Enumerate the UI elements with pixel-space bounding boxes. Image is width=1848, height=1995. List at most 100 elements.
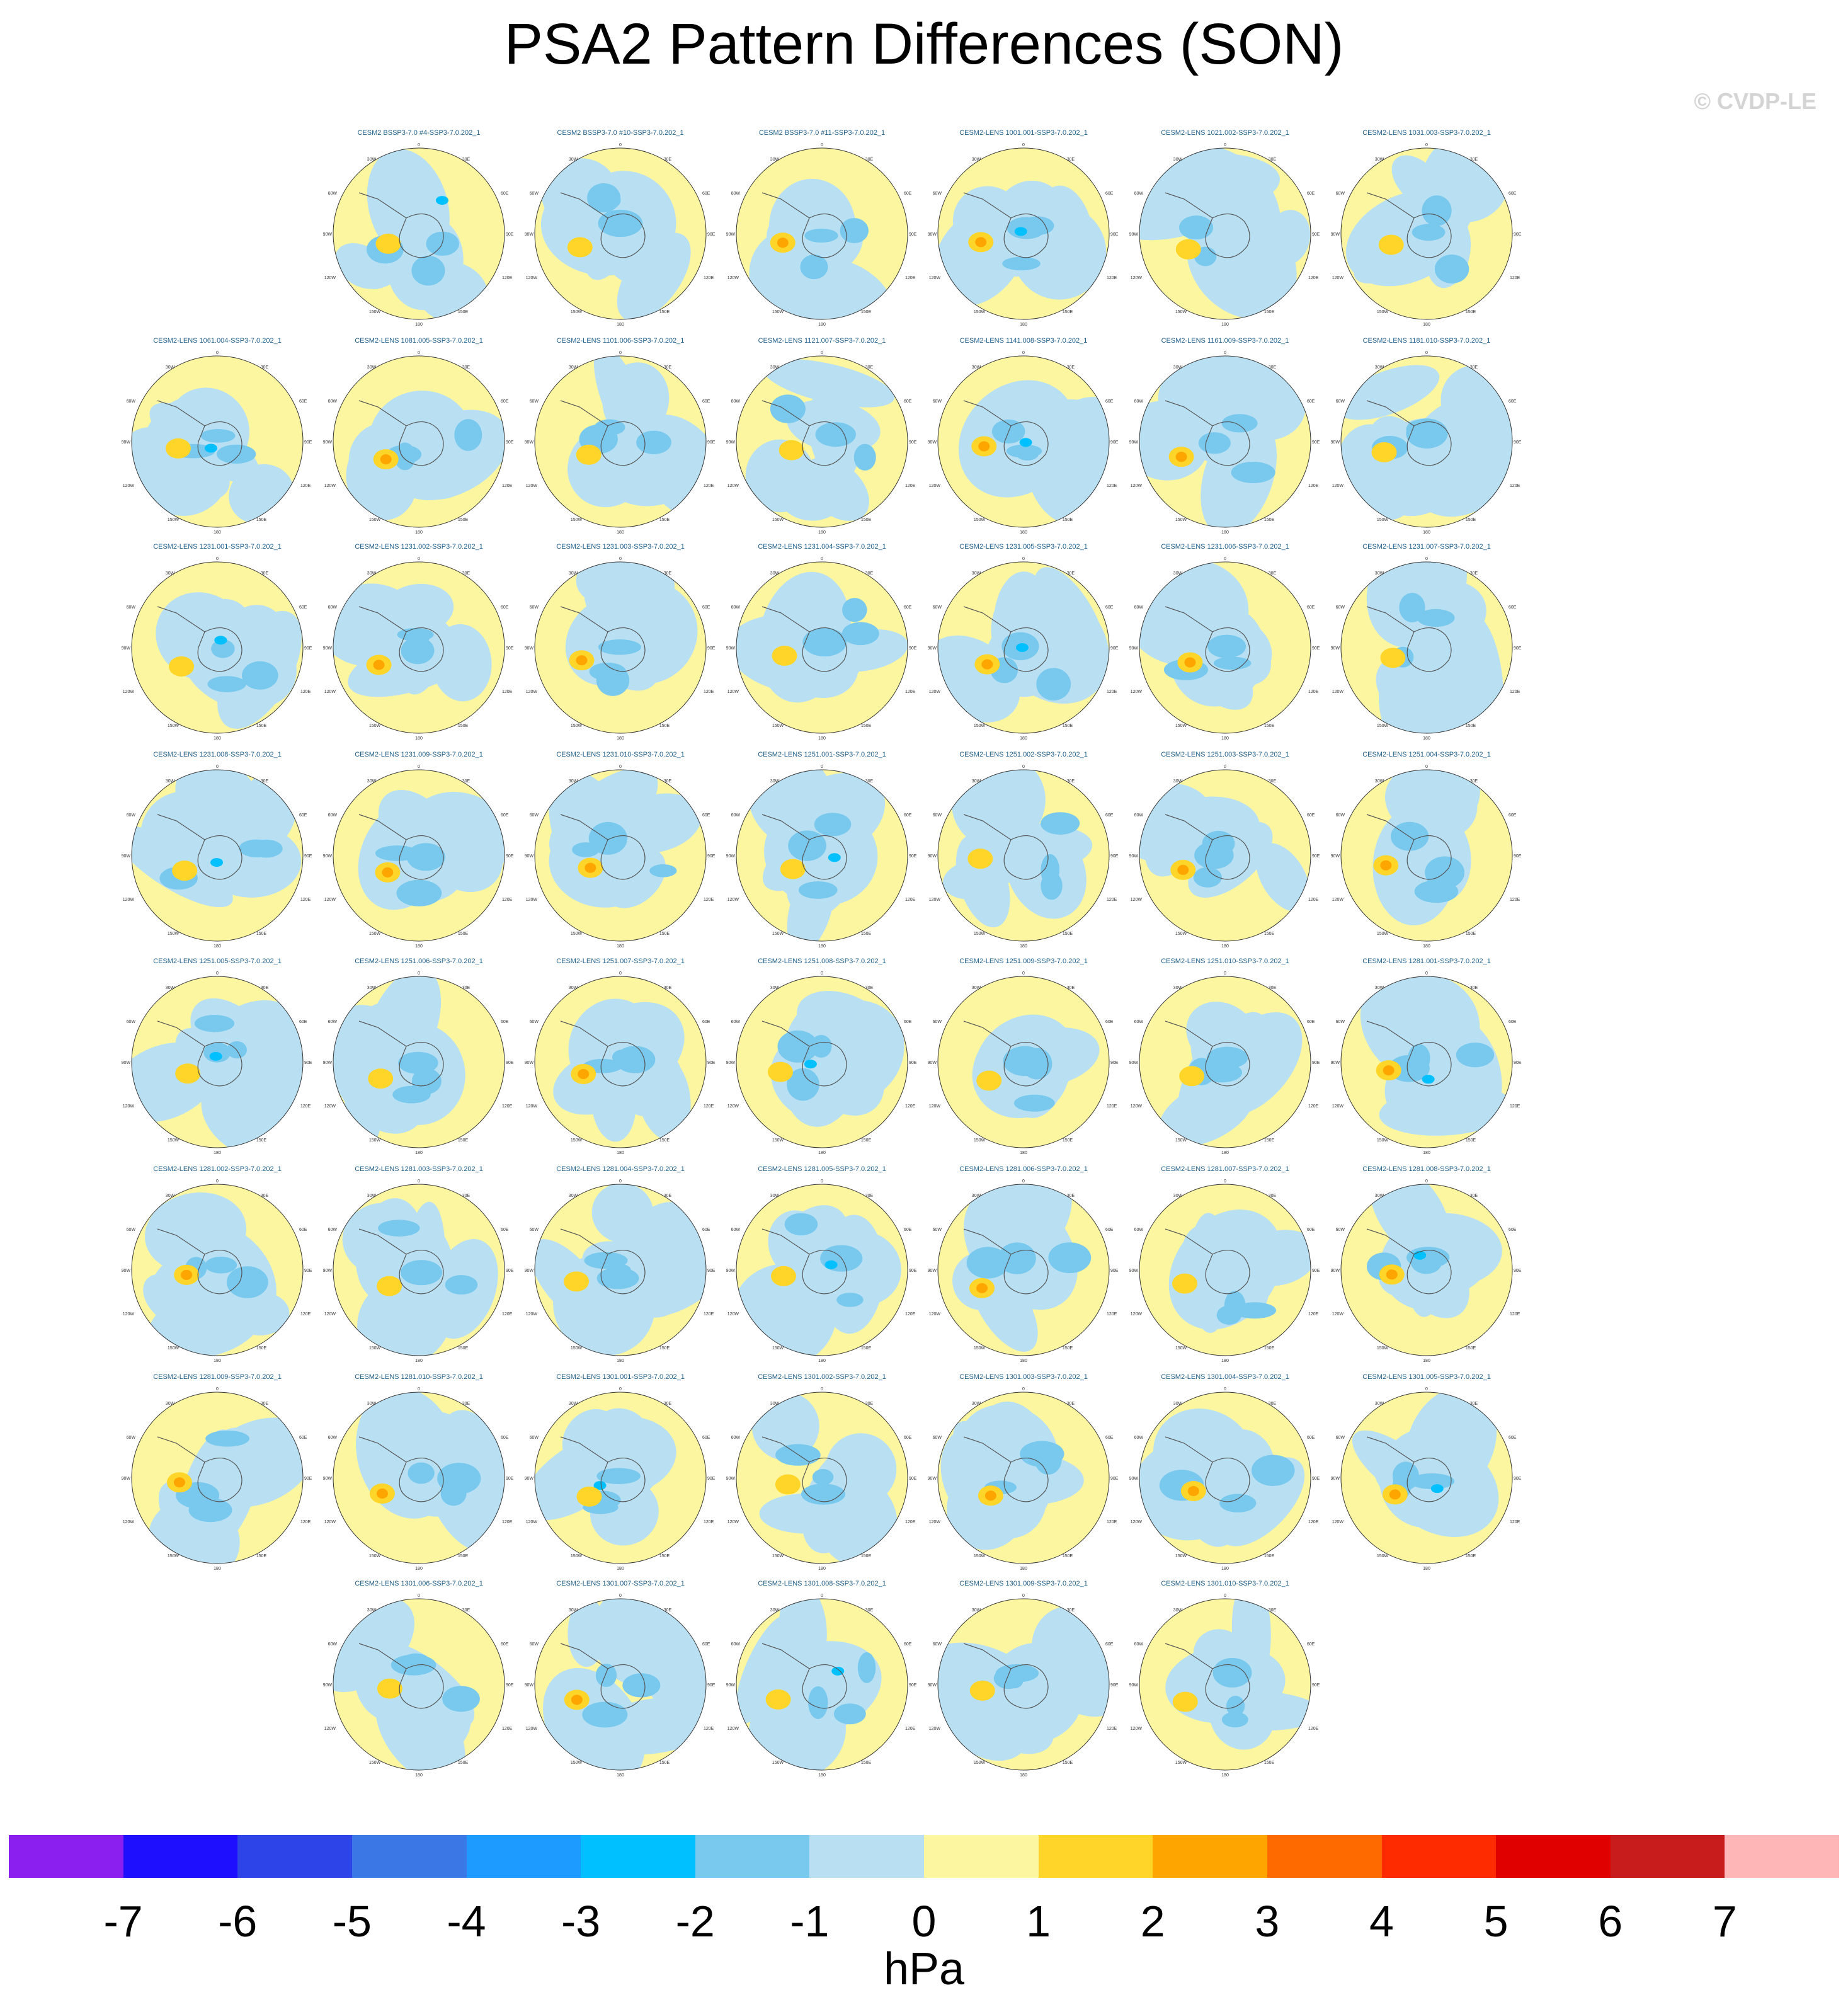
map-border — [1340, 1392, 1513, 1564]
lon-label-60w: 60W — [328, 1020, 338, 1024]
coastline — [761, 1228, 847, 1295]
lon-label-30w: 30W — [1375, 571, 1384, 576]
colorbar-segment — [695, 1835, 810, 1878]
lon-label-150e: 150E — [256, 1138, 267, 1143]
lon-label-120w: 120W — [526, 1520, 538, 1524]
lon-label-60e: 60E — [1105, 1436, 1114, 1440]
polar-map: 0 30W 30E 60W 60E 90W 90E 120W 120E 150W 150E 180 — [1129, 1179, 1320, 1363]
colorbar-labels: -7 -6 -5 -4 -3 -2 -1 0 1 2 3 4 5 6 7 — [0, 1896, 1848, 1946]
lon-label-30e: 30E — [1470, 1402, 1478, 1406]
lon-label-0: 0 — [216, 1387, 219, 1392]
lon-label-150e: 150E — [659, 1346, 670, 1351]
lon-label-180: 180 — [617, 323, 624, 327]
map-panel: CESM2-LENS 1281.007-SSP3-7.0.202_1 0 30W 30… — [1124, 1165, 1326, 1367]
panel-title: CESM2-LENS 1021.002-SSP3-7.0.202_1 — [1161, 129, 1289, 137]
panel-title: CESM2-LENS 1281.007-SSP3-7.0.202_1 — [1161, 1165, 1289, 1173]
lon-label-150e: 150E — [1264, 518, 1275, 522]
lon-label-30e: 30E — [462, 365, 471, 370]
lon-label-90e: 90E — [1514, 440, 1522, 445]
lon-label-120e: 120E — [1308, 1312, 1319, 1317]
lon-label-90e: 90E — [1514, 232, 1522, 237]
lon-label-90e: 90E — [1110, 440, 1119, 445]
lon-label-30w: 30W — [972, 1402, 981, 1406]
colorbar-tick-label: 6 — [1598, 1897, 1623, 1946]
lon-label-180: 180 — [1020, 1151, 1027, 1155]
lon-label-150w: 150W — [1175, 518, 1187, 522]
polar-map: 0 30W 30E 60W 60E 90W 90E 120W 120E 150W 150E 180 — [1331, 971, 1522, 1155]
lon-label-120e: 120E — [1510, 1520, 1520, 1524]
lon-label-120w: 120W — [1131, 898, 1143, 902]
lon-label-60w: 60W — [328, 191, 338, 196]
map-border — [534, 561, 707, 734]
lon-label-30e: 30E — [462, 571, 471, 576]
map-border — [937, 1598, 1110, 1771]
lon-label-60e: 60E — [1307, 1020, 1315, 1024]
lon-label-0: 0 — [216, 1179, 219, 1184]
lon-label-120w: 120W — [1332, 1104, 1344, 1109]
lon-label-30e: 30E — [664, 571, 672, 576]
lon-label-120w: 120W — [324, 276, 336, 280]
map-border — [1139, 1598, 1311, 1771]
lon-label-30w: 30W — [770, 1194, 780, 1198]
lon-label-0: 0 — [619, 765, 622, 769]
lon-label-30e: 30E — [1067, 1402, 1075, 1406]
lon-label-90e: 90E — [506, 854, 514, 859]
lon-label-180: 180 — [1020, 1773, 1027, 1778]
map-panel: CESM2-LENS 1281.004-SSP3-7.0.202_1 0 30W 30… — [520, 1165, 721, 1367]
lon-label-60e: 60E — [702, 399, 710, 404]
lon-label-150w: 150W — [168, 1138, 180, 1143]
lon-label-180: 180 — [1221, 1567, 1229, 1571]
colorbar-tick-label: 1 — [1026, 1897, 1051, 1946]
lon-label-90w: 90W — [928, 1477, 937, 1481]
panel-title: CESM2-LENS 1301.004-SSP3-7.0.202_1 — [1161, 1373, 1289, 1381]
map-border — [333, 147, 505, 320]
lon-label-150w: 150W — [772, 1138, 784, 1143]
coastline — [157, 1436, 242, 1502]
map-panel: CESM2-LENS 1301.009-SSP3-7.0.202_1 0 30W 30… — [923, 1580, 1124, 1781]
lon-label-90w: 90W — [726, 1683, 735, 1688]
map-panel: CESM2 BSSP3-7.0 #11-SSP3-7.0.202_1 0 30W 30… — [721, 129, 923, 331]
lon-label-150e: 150E — [1264, 724, 1275, 728]
map-panel: CESM2-LENS 1251.003-SSP3-7.0.202_1 0 30W 30… — [1124, 751, 1326, 952]
lon-label-0: 0 — [821, 557, 823, 561]
lon-label-180: 180 — [415, 1773, 423, 1778]
lon-label-90w: 90W — [1331, 646, 1340, 651]
lon-label-60w: 60W — [127, 399, 136, 404]
lon-label-120e: 120E — [905, 484, 916, 488]
lon-label-120w: 120W — [929, 690, 941, 694]
lon-label-150e: 150E — [1264, 1138, 1275, 1143]
lon-label-150e: 150E — [861, 1138, 872, 1143]
coastline — [157, 400, 242, 466]
colorbar-tick-label: -2 — [675, 1897, 715, 1946]
colorbar-segment — [1038, 1835, 1153, 1878]
lon-label-0: 0 — [1425, 143, 1428, 147]
lon-label-120e: 120E — [502, 276, 513, 280]
lon-label-60e: 60E — [702, 605, 710, 610]
lon-label-30w: 30W — [1173, 779, 1183, 784]
map-panel: CESM2-LENS 1281.001-SSP3-7.0.202_1 0 30W 30… — [1326, 957, 1527, 1159]
lon-label-90e: 90E — [304, 1477, 312, 1481]
panel-title: CESM2-LENS 1281.003-SSP3-7.0.202_1 — [355, 1165, 483, 1173]
lon-label-120w: 120W — [1332, 484, 1344, 488]
lon-label-150e: 150E — [256, 1554, 267, 1558]
lon-label-60w: 60W — [933, 191, 942, 196]
map-panel: CESM2-LENS 1251.010-SSP3-7.0.202_1 0 30W 30… — [1124, 957, 1326, 1159]
panel-title: CESM2-LENS 1121.007-SSP3-7.0.202_1 — [758, 337, 886, 345]
panel-title: CESM2-LENS 1231.010-SSP3-7.0.202_1 — [556, 751, 685, 758]
lon-label-30e: 30E — [664, 365, 672, 370]
lon-label-180: 180 — [1423, 323, 1430, 327]
lon-label-60w: 60W — [530, 1020, 539, 1024]
lon-label-0: 0 — [418, 1179, 420, 1184]
coastline — [1165, 1436, 1250, 1502]
coastline — [1165, 606, 1250, 672]
lon-label-90w: 90W — [1129, 440, 1138, 445]
lon-label-30w: 30W — [569, 1402, 578, 1406]
lon-label-90e: 90E — [909, 854, 917, 859]
lon-label-0: 0 — [619, 1387, 622, 1392]
lon-label-90w: 90W — [525, 232, 533, 237]
coastline — [1366, 1228, 1452, 1295]
lon-label-150e: 150E — [659, 724, 670, 728]
lon-label-30w: 30W — [569, 571, 578, 576]
lon-label-60w: 60W — [1134, 399, 1144, 404]
map-border — [937, 1184, 1110, 1356]
